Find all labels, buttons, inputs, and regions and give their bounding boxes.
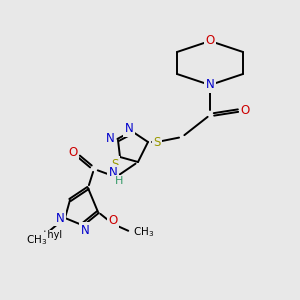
Text: S: S <box>111 158 119 170</box>
Text: O: O <box>68 146 78 158</box>
Text: S: S <box>153 136 161 148</box>
Text: N: N <box>124 122 134 136</box>
Text: H: H <box>115 176 123 186</box>
Text: N: N <box>109 167 117 179</box>
Text: $\mathregular{CH_3}$: $\mathregular{CH_3}$ <box>133 225 154 239</box>
Text: O: O <box>108 214 118 227</box>
Text: methyl: methyl <box>28 230 62 240</box>
Text: $\mathregular{CH_3}$: $\mathregular{CH_3}$ <box>26 233 47 247</box>
Text: O: O <box>206 34 214 47</box>
Text: N: N <box>56 212 64 224</box>
Text: O: O <box>240 103 250 116</box>
Text: N: N <box>81 224 89 236</box>
Text: N: N <box>206 79 214 92</box>
Text: N: N <box>106 131 114 145</box>
